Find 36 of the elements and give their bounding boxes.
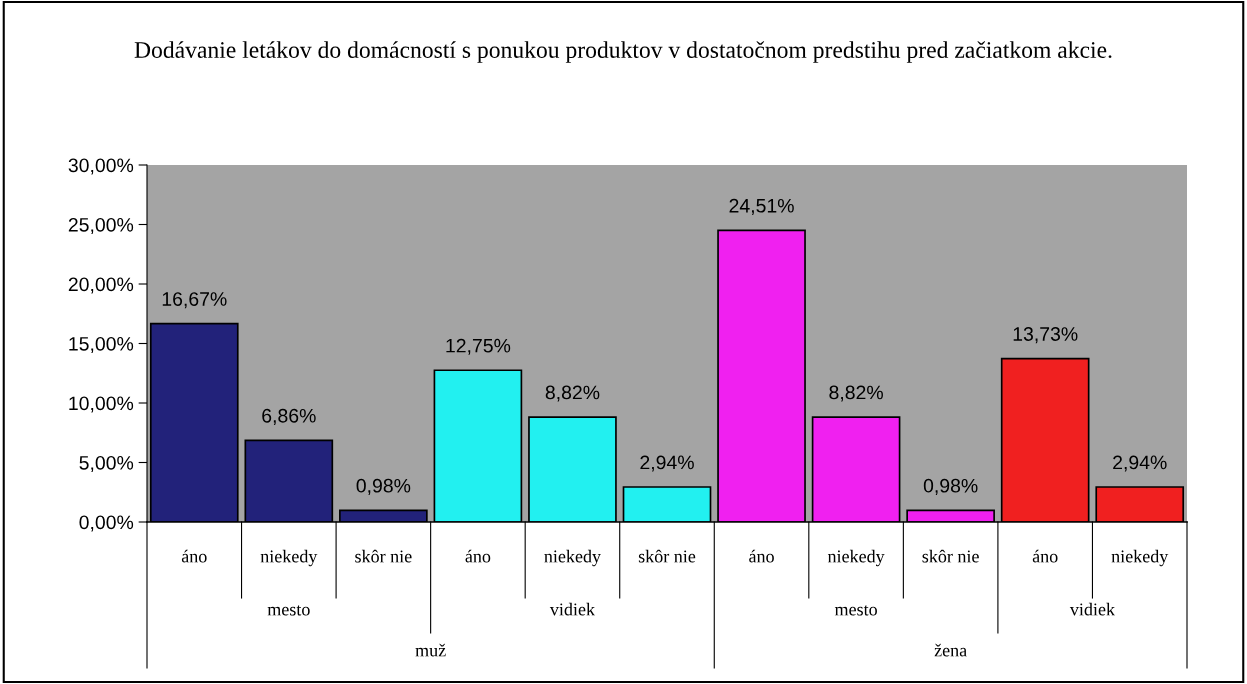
x-tick-label: áno bbox=[465, 549, 491, 563]
data-label: 8,82% bbox=[545, 385, 600, 402]
x-tick-label: niekedy bbox=[827, 549, 885, 567]
x-tick-label: skôr nie bbox=[638, 549, 696, 563]
data-label: 13,73% bbox=[1013, 327, 1078, 344]
data-label: 24,51% bbox=[729, 198, 794, 215]
y-tick-label: 20,00% bbox=[68, 277, 134, 294]
data-label: 8,82% bbox=[829, 385, 883, 402]
text: mesto bbox=[834, 605, 877, 616]
text: vidiek bbox=[549, 602, 596, 616]
text: žena bbox=[934, 643, 967, 657]
x-tick-label: áno bbox=[1032, 549, 1058, 563]
x-tick-label: skôr nie bbox=[922, 549, 979, 563]
x-tick-label: skôr nie bbox=[355, 549, 412, 563]
text: mesto bbox=[267, 605, 310, 616]
x-tick-label: niekedy bbox=[260, 549, 318, 567]
data-label: 0,98% bbox=[923, 478, 978, 495]
y-tick-label: 15,00% bbox=[69, 336, 134, 354]
y-tick-label: 5,00% bbox=[79, 455, 134, 473]
chart-title: Dodávanie letákov do domácností s ponukou produktov v dostatočnom predstihu pred začiatkom akcie. bbox=[134, 41, 1112, 63]
y-tick-label: 30,00% bbox=[68, 158, 134, 175]
text: muž bbox=[415, 643, 446, 657]
data-label: 0,98% bbox=[356, 478, 411, 495]
data-label: 2,94% bbox=[1113, 455, 1167, 472]
y-tick-label: 10,00% bbox=[69, 396, 134, 413]
y-tick-label: 25,00% bbox=[68, 217, 134, 235]
data-label: 2,94% bbox=[640, 455, 694, 472]
x-tick-label: áno bbox=[181, 549, 207, 563]
x-tick-label: niekedy bbox=[544, 549, 601, 567]
x-tick-label: áno bbox=[749, 549, 774, 563]
data-label: 12,75% bbox=[446, 338, 511, 355]
x-tick-label: niekedy bbox=[1111, 549, 1169, 567]
data-label: 6,86% bbox=[262, 408, 316, 425]
text: vidiek bbox=[1069, 602, 1116, 616]
data-label: 16,67% bbox=[162, 292, 227, 309]
y-tick-label: 0,00% bbox=[79, 515, 134, 532]
